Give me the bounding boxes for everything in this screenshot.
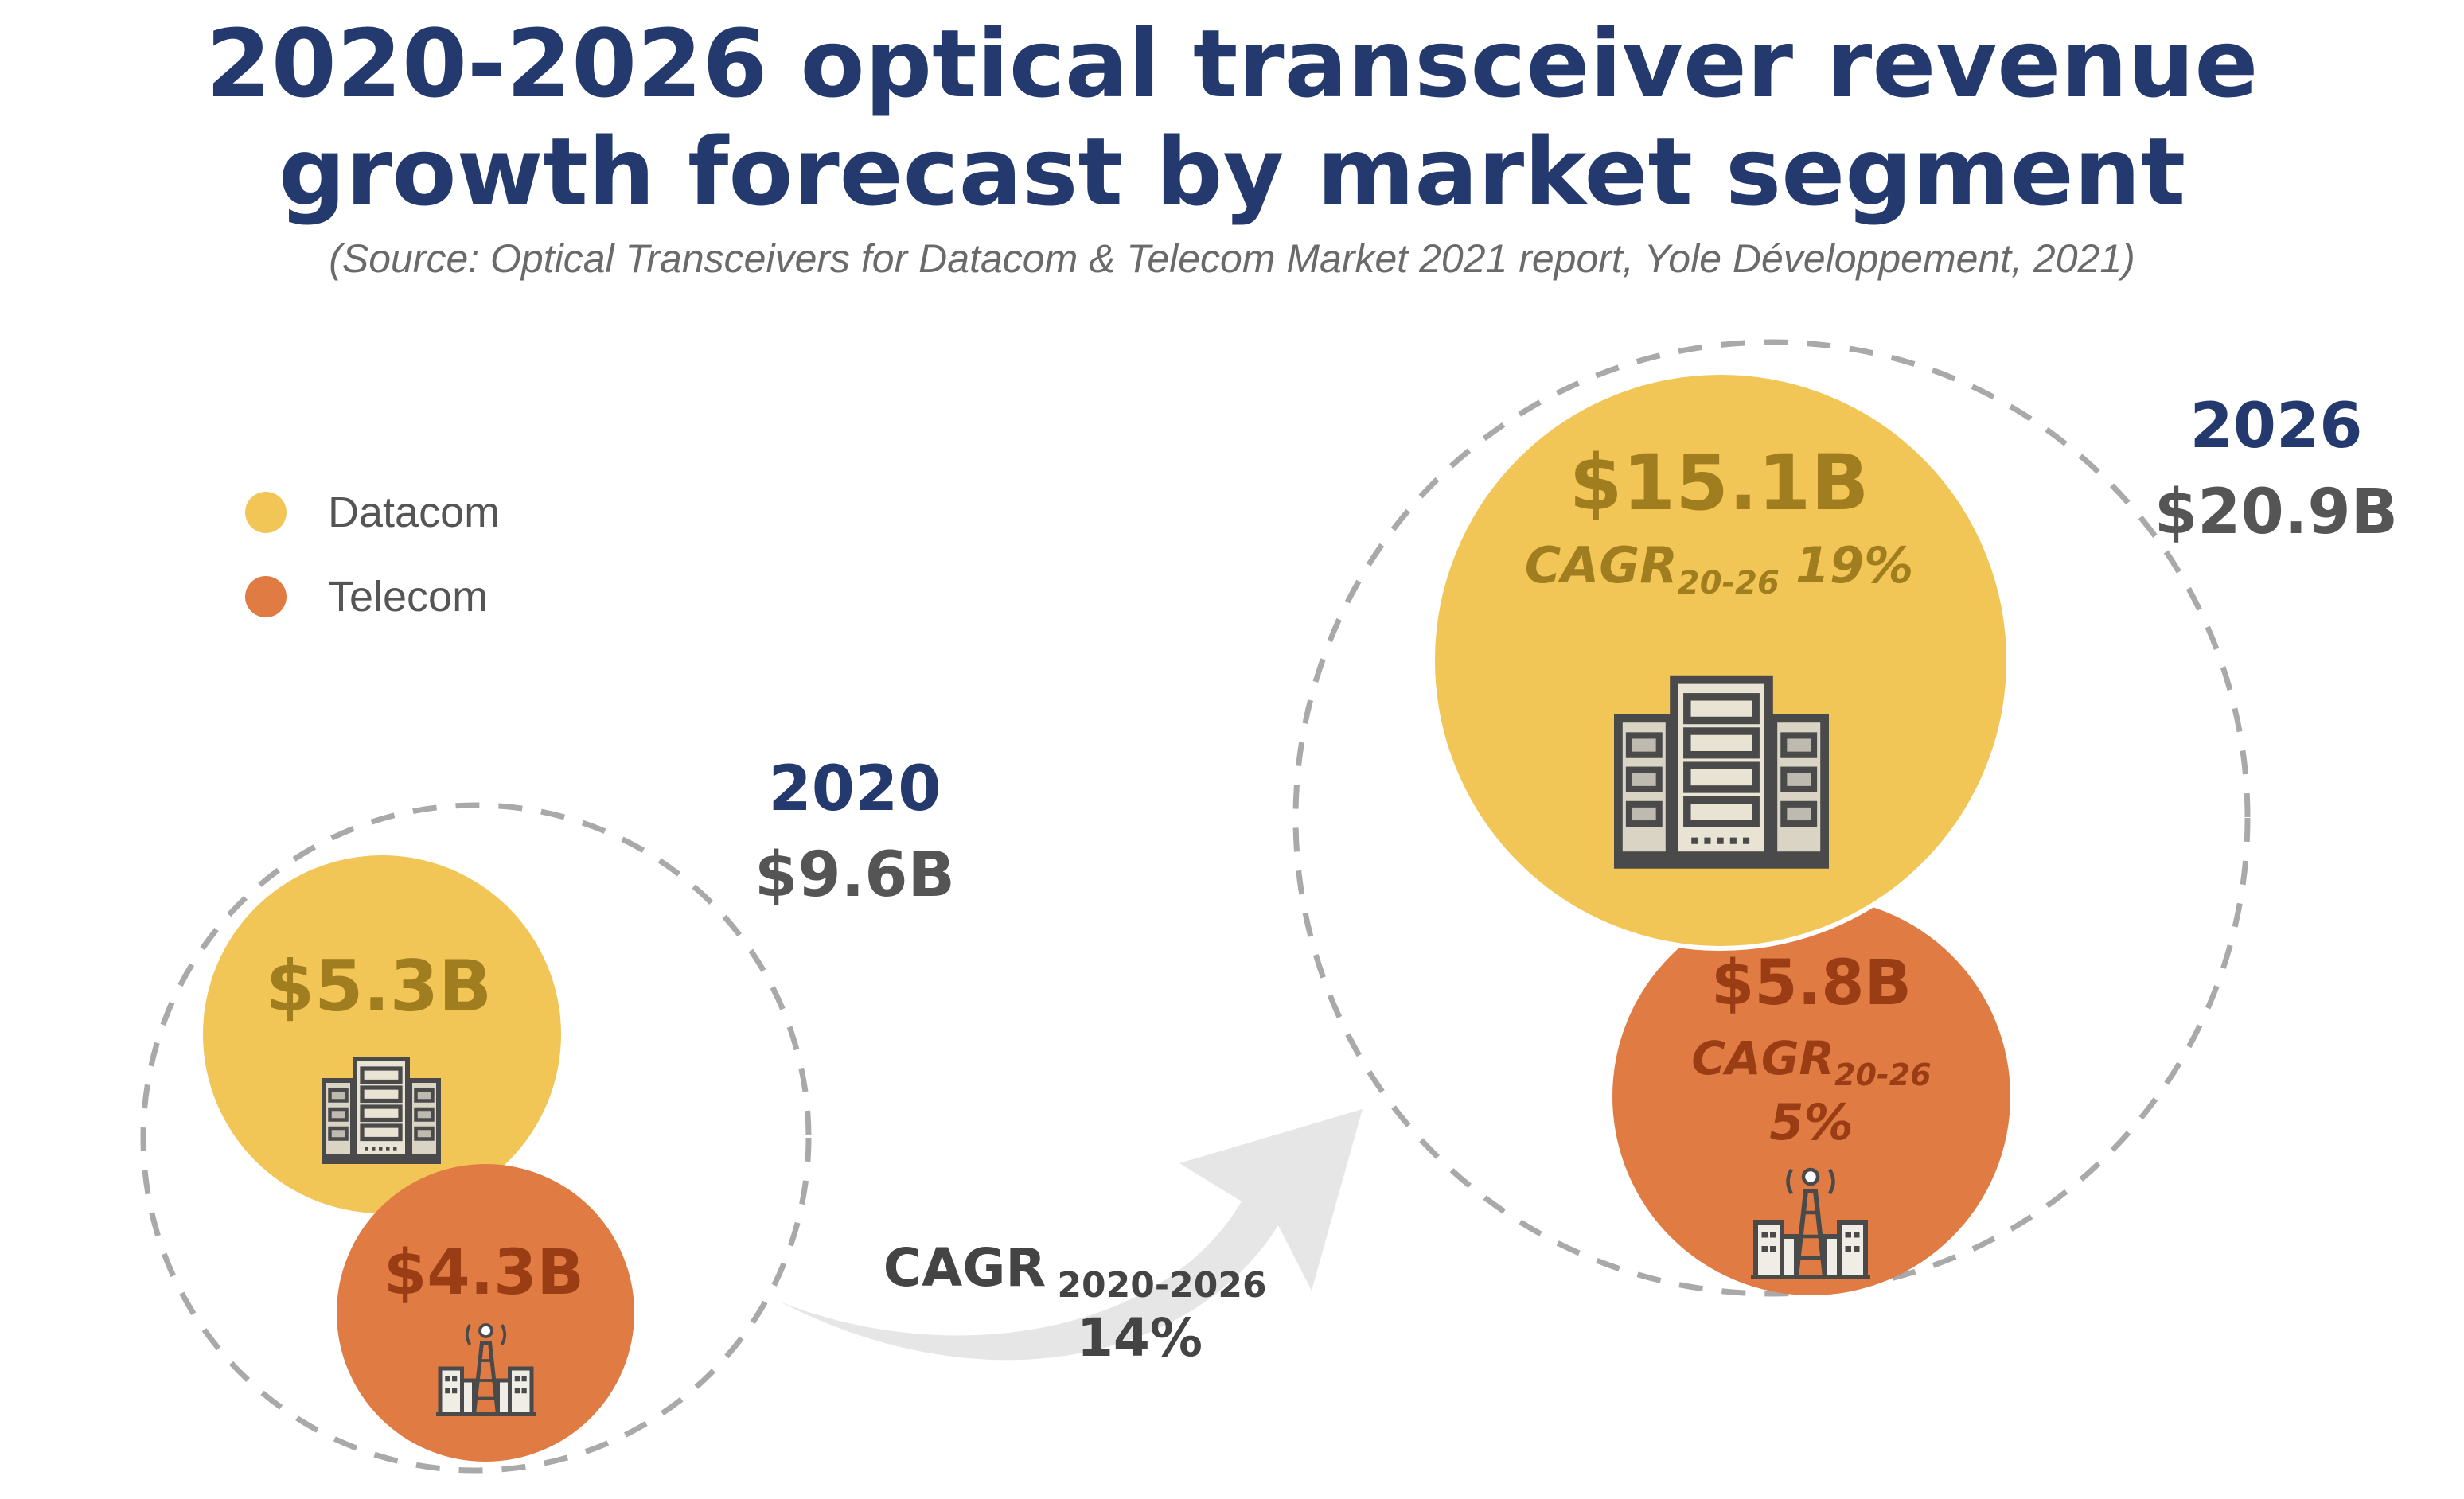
value-label-2020-telecom: $4.3B [384,1237,584,1309]
overall-cagr-value: 14% [1077,1307,1203,1369]
legend-label-telecom: Telecom [328,573,488,621]
group-2020: 2020 $9.6B $5.3B $4.3B [140,753,955,1474]
bubble-2026-telecom [1612,897,2010,1295]
cagr-word-2026-telecom: CAGR [1691,1031,1834,1085]
cagr-value-2026-telecom: 5% [1769,1093,1853,1151]
cagr-sub-2026-datacom: 20-26 [1678,565,1780,602]
overall-cagr-period: 2020-2026 [1057,1265,1266,1306]
overall-cagr-word: CAGR [883,1237,1047,1298]
cagr-value-2026-datacom: 19% [1795,536,1913,594]
group-2026: 2026 $20.9B $15.1B CAGR20-26 19% $5.8B CA… [1292,339,2398,1297]
value-label-2026-telecom: $5.8B [1711,948,1912,1019]
chart-title: 2020-2026 optical transceiver revenue gr… [0,10,2464,226]
legend-label-datacom: Datacom [328,489,500,536]
growth-arrow [780,1109,1363,1361]
total-label-2020: $9.6B [754,839,955,911]
value-label-2026-datacom: $15.1B [1569,438,1869,528]
year-label-2026: 2026 [2189,391,2362,462]
dashed-total-circle-2020 [140,802,812,1474]
value-label-2020-datacom: $5.3B [266,945,492,1027]
overall-cagr-annotation: CAGR 2020-2026 14% [883,1237,1267,1369]
chart-title-line-1: 2020-2026 optical transceiver revenue [205,9,2259,119]
chart-source: (Source: Optical Transceivers for Dataco… [329,236,2135,281]
cagr-label-2026-datacom: CAGR20-26 19% [1525,536,1913,602]
legend-marker-telecom [245,576,287,617]
chart-title-line-2: growth forecast by market segment [278,117,2186,227]
legend: Datacom Telecom [245,489,500,621]
bubble-2020-telecom [337,1164,634,1462]
legend-marker-datacom [245,492,287,533]
total-label-2026: $20.9B [2154,477,2398,548]
bubble-2020-datacom [203,855,561,1213]
cagr-word-2026-datacom: CAGR [1525,536,1678,594]
year-label-2020: 2020 [768,753,941,825]
dashed-total-circle-2026 [1292,339,2251,1297]
cagr-sub-2026-telecom: 20-26 [1834,1057,1932,1092]
bubble-2026-datacom [1430,370,2011,951]
cagr-label-2026-telecom: CAGR20-26 [1691,1031,1931,1092]
